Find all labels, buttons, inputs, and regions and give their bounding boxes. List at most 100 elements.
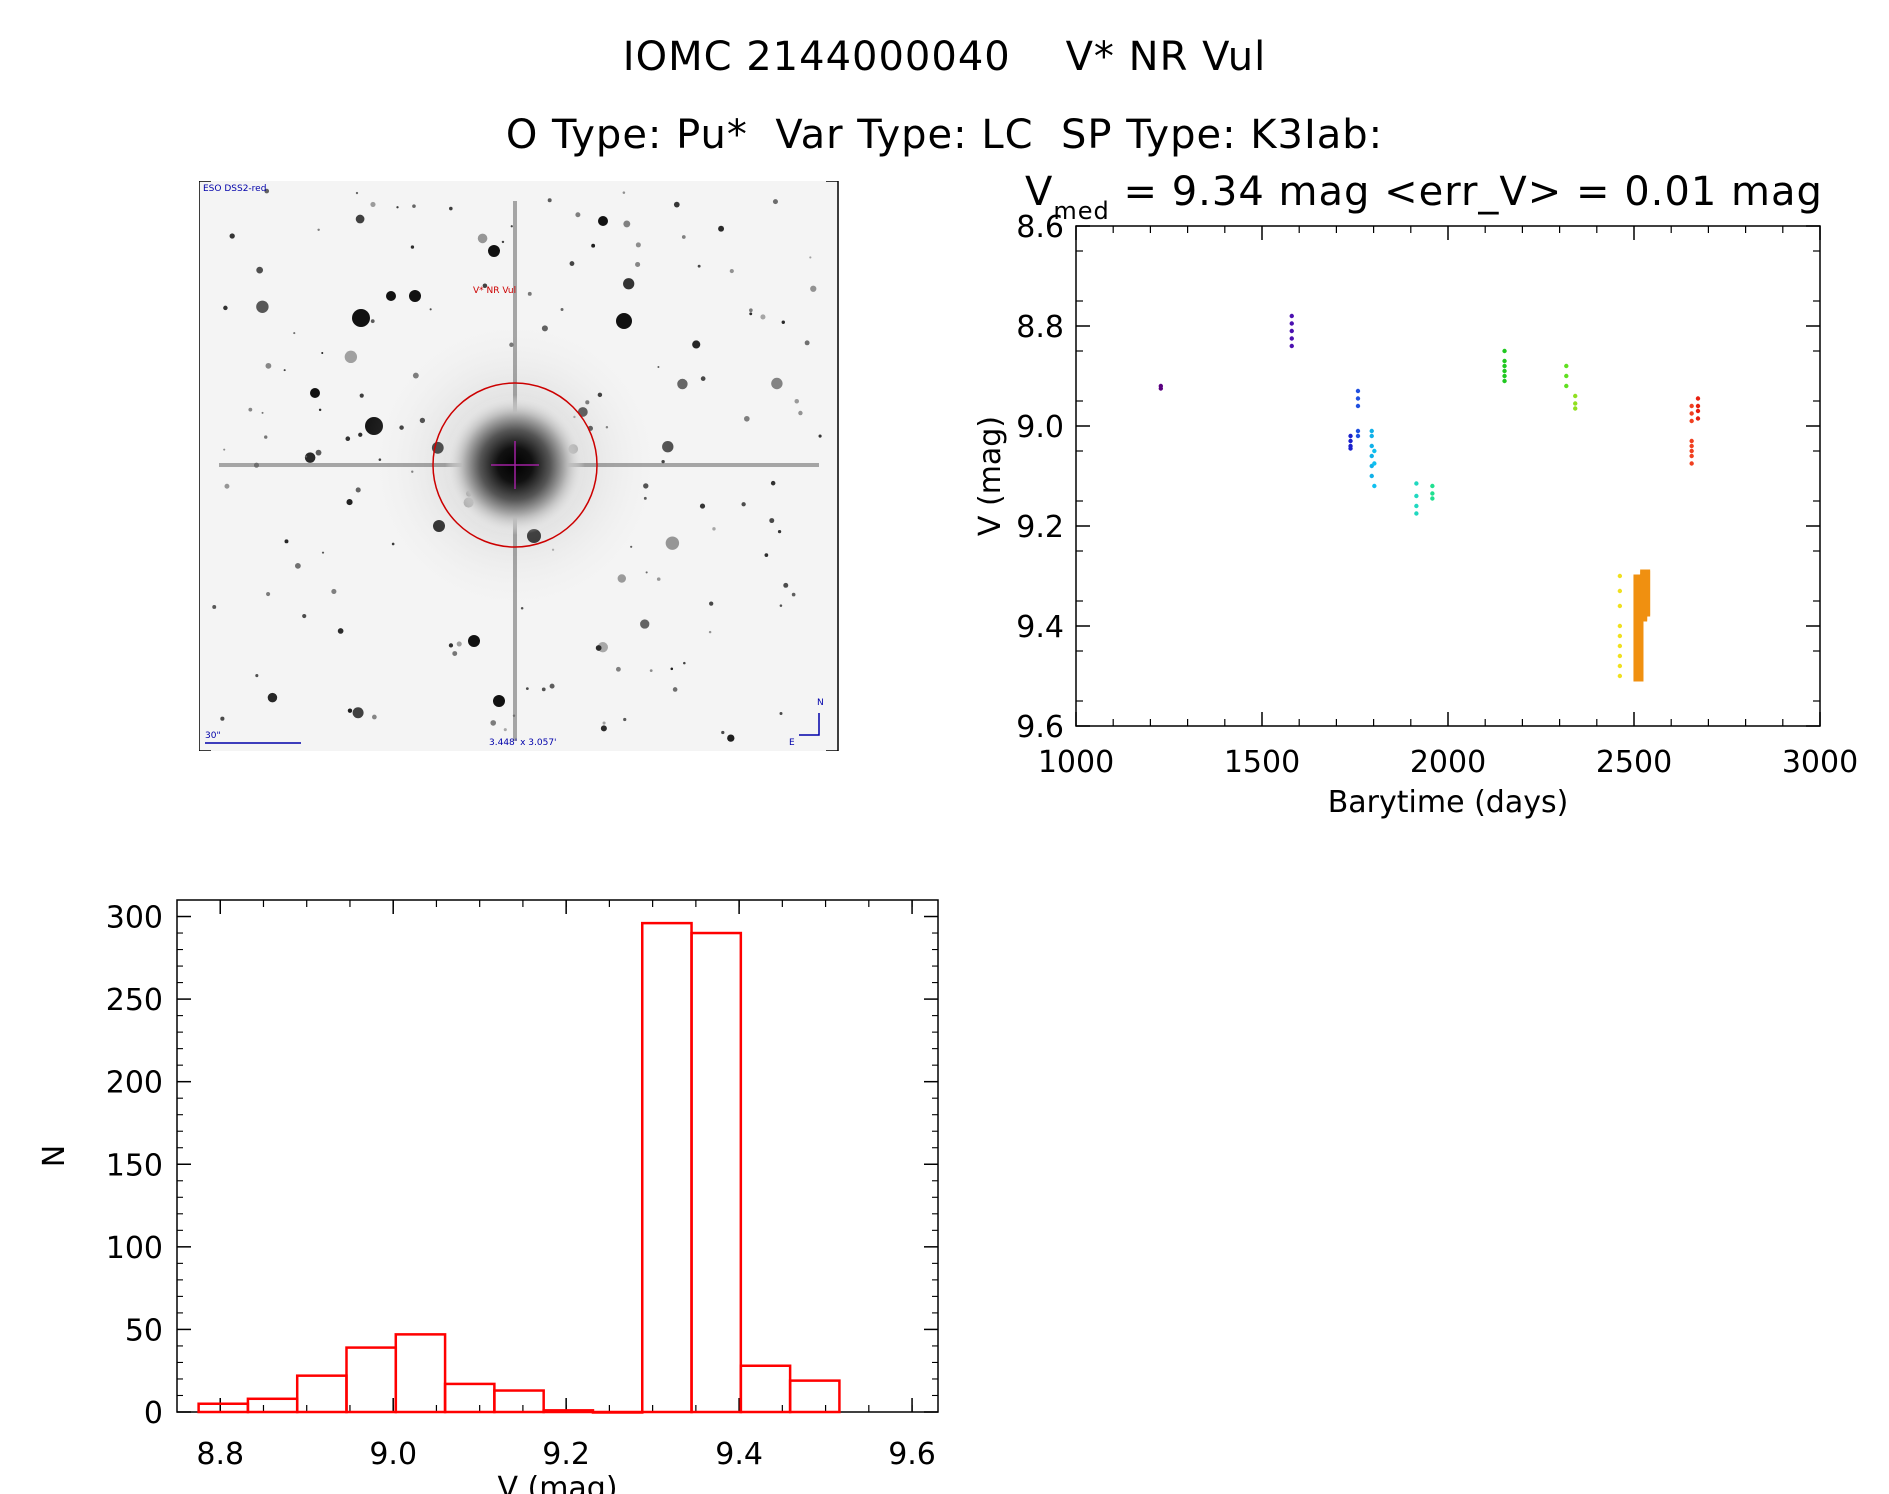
lc-data-point — [1430, 491, 1435, 496]
lc-data-point — [1640, 573, 1651, 577]
lc-data-point — [1348, 433, 1353, 439]
bright-star — [409, 290, 421, 302]
lc-ytick-label: 9.0 — [1016, 410, 1064, 445]
lc-data-point — [1289, 321, 1294, 326]
bright-star — [352, 309, 370, 327]
histogram-bar — [788, 1379, 841, 1414]
lc-data-point — [1617, 673, 1623, 679]
background-star — [264, 435, 268, 439]
histogram-bar — [591, 1410, 644, 1414]
histogram-bar — [739, 1364, 792, 1414]
lc-data-point — [1355, 403, 1361, 409]
figure-title-line2: O Type: Pu* Var Type: LC SP Type: K3Iab: — [505, 112, 1384, 158]
lc-data-point — [1414, 503, 1419, 509]
lc-data-point — [1695, 396, 1701, 401]
lc-data-point — [1633, 640, 1644, 644]
lc-data-point — [1355, 428, 1361, 434]
lc-data-point — [1355, 388, 1361, 394]
background-star — [791, 592, 796, 597]
background-star — [772, 199, 778, 205]
background-star — [781, 320, 785, 324]
background-star — [635, 242, 641, 248]
lc-data-point — [1633, 656, 1644, 660]
lc-data-point — [1633, 678, 1644, 682]
hist-xtick-label: 8.8 — [196, 1437, 244, 1472]
background-star — [266, 591, 271, 597]
lc-data-point — [1689, 411, 1694, 416]
survey-label: ESO DSS2-red — [203, 184, 266, 194]
background-star — [318, 408, 322, 412]
background-star — [302, 613, 307, 619]
bright-star — [598, 216, 608, 226]
background-star — [804, 340, 810, 346]
background-star — [396, 206, 399, 209]
target-label: V* NR Vul — [473, 286, 516, 296]
background-star — [779, 711, 783, 715]
light-curve-points — [1158, 313, 1701, 682]
lc-data-point — [1689, 418, 1694, 424]
lc-data-point — [1617, 633, 1623, 639]
lc-data-point — [1633, 674, 1644, 678]
lc-data-point — [1640, 591, 1651, 595]
lc-data-point — [1640, 601, 1651, 605]
lc-data-point — [1414, 511, 1419, 516]
lc-data-point — [1633, 620, 1644, 624]
background-star — [525, 687, 529, 691]
lc-data-point — [1695, 403, 1701, 409]
lc-data-point — [1617, 573, 1623, 579]
histogram-bar — [197, 1402, 250, 1414]
background-star — [501, 240, 505, 244]
lc-data-point — [1633, 628, 1644, 632]
lc-data-point — [1633, 670, 1644, 674]
background-star — [248, 407, 253, 412]
hist-ytick-label: 250 — [106, 983, 163, 1018]
background-star — [721, 730, 725, 735]
background-star — [794, 399, 800, 404]
lc-data-point — [1633, 662, 1644, 666]
background-star — [541, 687, 546, 692]
background-star — [503, 728, 507, 732]
lc-data-point — [1633, 676, 1644, 680]
hist-ytick-label: 50 — [125, 1313, 163, 1348]
background-star — [700, 376, 706, 381]
background-star — [665, 536, 680, 550]
hist-ytick-label: 100 — [106, 1231, 163, 1266]
light-curve-chart: Vmed = 9.34 mag <err_V> = 0.01 mag 1000 1… — [973, 169, 1858, 820]
lc-data-point — [1640, 593, 1651, 597]
background-star — [549, 683, 555, 689]
hist-xtick-label: 9.0 — [369, 1437, 417, 1472]
background-star — [602, 721, 606, 725]
east-label: E — [789, 738, 795, 748]
background-star — [623, 717, 627, 722]
lc-data-point — [1369, 473, 1374, 479]
lc-data-point — [1637, 616, 1648, 620]
bright-star — [386, 291, 396, 301]
histogram-bar — [345, 1346, 398, 1414]
background-star — [744, 415, 750, 422]
background-star — [410, 245, 415, 249]
background-star — [510, 225, 513, 228]
background-star — [264, 188, 270, 194]
background-star — [370, 319, 375, 324]
background-star — [255, 674, 259, 678]
histogram-bars — [197, 921, 841, 1414]
lc-data-point — [1640, 589, 1651, 593]
background-star — [371, 714, 377, 720]
lc-data-point — [1289, 343, 1294, 349]
background-star — [640, 619, 650, 629]
lc-data-point — [1289, 328, 1294, 334]
histogram-bar — [295, 1374, 348, 1414]
lc-data-point — [1640, 571, 1651, 575]
bright-star — [310, 388, 320, 398]
lc-data-point — [1633, 660, 1644, 664]
background-star — [697, 264, 701, 268]
background-star — [265, 362, 272, 369]
lc-ytick-label: 9.4 — [1016, 610, 1064, 645]
background-star — [729, 269, 734, 274]
background-star — [622, 191, 626, 194]
lc-xtick-label: 1000 — [1038, 745, 1114, 780]
bright-star — [488, 245, 500, 257]
background-star — [355, 191, 359, 195]
background-star — [623, 278, 635, 290]
hist-ytick-label: 200 — [106, 1066, 163, 1101]
